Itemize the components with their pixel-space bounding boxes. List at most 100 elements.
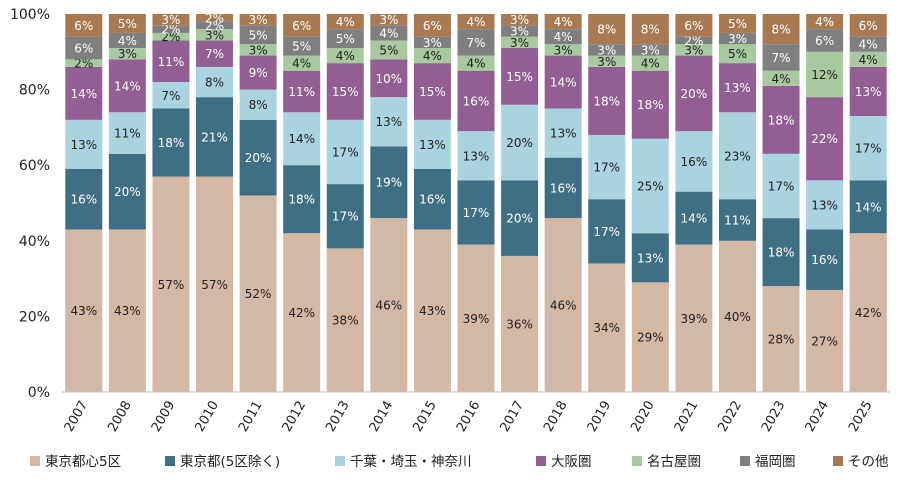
data-label: 14% — [855, 200, 882, 214]
bar-segment — [108, 32, 146, 49]
bar-segment — [762, 44, 800, 71]
data-label: 3% — [205, 28, 224, 42]
y-tick-label: 40% — [19, 234, 50, 250]
data-label: 14% — [288, 132, 315, 146]
bar-segment — [152, 82, 190, 109]
data-label: 16% — [811, 253, 838, 267]
bar-segment — [239, 14, 277, 26]
data-label: 14% — [114, 79, 141, 93]
bar-segment — [631, 55, 669, 71]
bar-segment — [239, 25, 277, 45]
bar-segment — [806, 14, 844, 30]
data-label: 20% — [506, 136, 533, 150]
bar-segment — [718, 240, 756, 392]
data-label: 2% — [205, 11, 224, 25]
data-label: 52% — [245, 287, 272, 301]
bar-segment — [370, 40, 408, 60]
bar-segment — [196, 14, 234, 22]
x-tick-label: 2007 — [62, 399, 92, 435]
bar-segment — [762, 14, 800, 45]
data-label: 14% — [550, 76, 577, 90]
data-label: 5% — [728, 17, 747, 31]
legend-swatch — [833, 456, 843, 466]
bar-segment — [326, 119, 364, 185]
data-label: 4% — [772, 72, 791, 86]
bar-segment — [675, 55, 713, 132]
data-label: 18% — [288, 193, 315, 207]
bar-segment — [718, 32, 756, 45]
data-label: 22% — [811, 132, 838, 146]
data-label: 5% — [379, 43, 398, 57]
bar-segment — [413, 14, 451, 37]
data-label: 3% — [510, 36, 529, 50]
data-label: 42% — [855, 306, 882, 320]
bar-segment — [152, 14, 190, 26]
data-label: 18% — [158, 136, 185, 150]
x-tick-label: 2011 — [236, 399, 266, 435]
data-label: 4% — [815, 15, 834, 29]
bar-segment — [544, 55, 582, 109]
bar-segment — [631, 233, 669, 283]
bar-segment — [806, 180, 844, 230]
data-label: 46% — [376, 299, 403, 313]
data-label: 13% — [550, 127, 577, 141]
data-label: 20% — [681, 87, 708, 101]
data-label: 13% — [855, 85, 882, 99]
data-label: 4% — [336, 15, 355, 29]
data-label: 7% — [205, 47, 224, 61]
bar-segment — [588, 134, 626, 200]
bar-segment — [501, 180, 539, 256]
data-label: 4% — [118, 34, 137, 48]
data-label: 20% — [245, 151, 272, 165]
data-label: 5% — [292, 40, 311, 54]
bar-segment — [196, 21, 234, 30]
data-label: 11% — [114, 127, 141, 141]
bar-segment — [152, 108, 190, 177]
bar-segment — [631, 14, 669, 45]
legend-swatch — [165, 456, 175, 466]
bar-segment — [675, 44, 713, 56]
bar-segment — [457, 70, 495, 132]
data-label: 5% — [118, 17, 137, 31]
data-label: 13% — [419, 138, 446, 152]
data-label: 8% — [205, 76, 224, 90]
bar-segment — [413, 63, 451, 120]
bar-segment — [501, 36, 539, 49]
legend-swatch — [30, 456, 40, 466]
data-label: 6% — [423, 19, 442, 33]
bar-segment — [457, 131, 495, 181]
y-tick-label: 60% — [19, 158, 50, 174]
bar-segment — [544, 218, 582, 392]
bar-segment — [108, 153, 146, 230]
bar-segment — [718, 44, 756, 64]
data-label: 3% — [597, 43, 616, 57]
bar-segment — [65, 59, 103, 67]
data-label: 4% — [423, 49, 442, 63]
bar-segment — [718, 14, 756, 33]
bar-segment — [196, 97, 234, 177]
bar-segment — [152, 40, 190, 83]
bar-segment — [108, 229, 146, 392]
data-label: 18% — [768, 246, 795, 260]
bar-segment — [718, 112, 756, 200]
data-label: 2% — [205, 19, 224, 33]
bar-segment — [675, 131, 713, 192]
data-label: 5% — [728, 47, 747, 61]
bar-segment — [501, 25, 539, 37]
data-label: 57% — [158, 278, 185, 292]
data-label: 3% — [161, 13, 180, 27]
data-label: 6% — [292, 19, 311, 33]
bar-segment — [196, 176, 234, 392]
x-tick-label: 2021 — [672, 399, 702, 435]
bar-segment — [849, 51, 887, 67]
bar-segment — [631, 44, 669, 56]
data-label: 7% — [466, 36, 485, 50]
x-tick-label: 2009 — [149, 399, 179, 435]
data-label: 39% — [463, 312, 490, 326]
bar-segment — [631, 70, 669, 139]
data-label: 17% — [463, 206, 490, 220]
bar-segment — [806, 29, 844, 52]
bar-segment — [631, 138, 669, 234]
data-label: 38% — [332, 314, 359, 328]
